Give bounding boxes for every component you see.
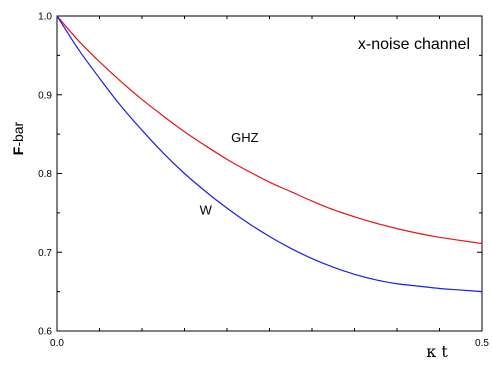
chart-title: x-noise channel [358, 36, 470, 53]
y-axis-label-bold: F [10, 146, 26, 155]
y-tick-label: 0.8 [38, 169, 52, 180]
y-tick-label: 1.0 [38, 12, 52, 23]
series-lines [56, 15, 483, 293]
series-annotation-w: W [200, 202, 213, 217]
chart-labels: x-noise channel F-bar κ t GHZ W [10, 36, 470, 361]
y-tick-label: 0.6 [38, 327, 52, 338]
y-tick-label: 0.7 [38, 248, 52, 259]
y-axis-label-rest: -bar [10, 121, 26, 146]
series-line-ghz [56, 15, 483, 245]
x-tick-label: 0.0 [50, 338, 64, 349]
y-axis-label: F-bar [10, 121, 26, 155]
x-axis-label: κ t [426, 342, 448, 361]
series-annotation-ghz: GHZ [231, 130, 259, 145]
y-tick-label: 0.9 [38, 90, 52, 101]
x-tick-label: 0.5 [475, 338, 489, 349]
axis-tick-labels: 0.6 0.7 0.8 0.9 1.0 0.0 0.5 [38, 12, 489, 350]
series-line-w [56, 15, 483, 293]
